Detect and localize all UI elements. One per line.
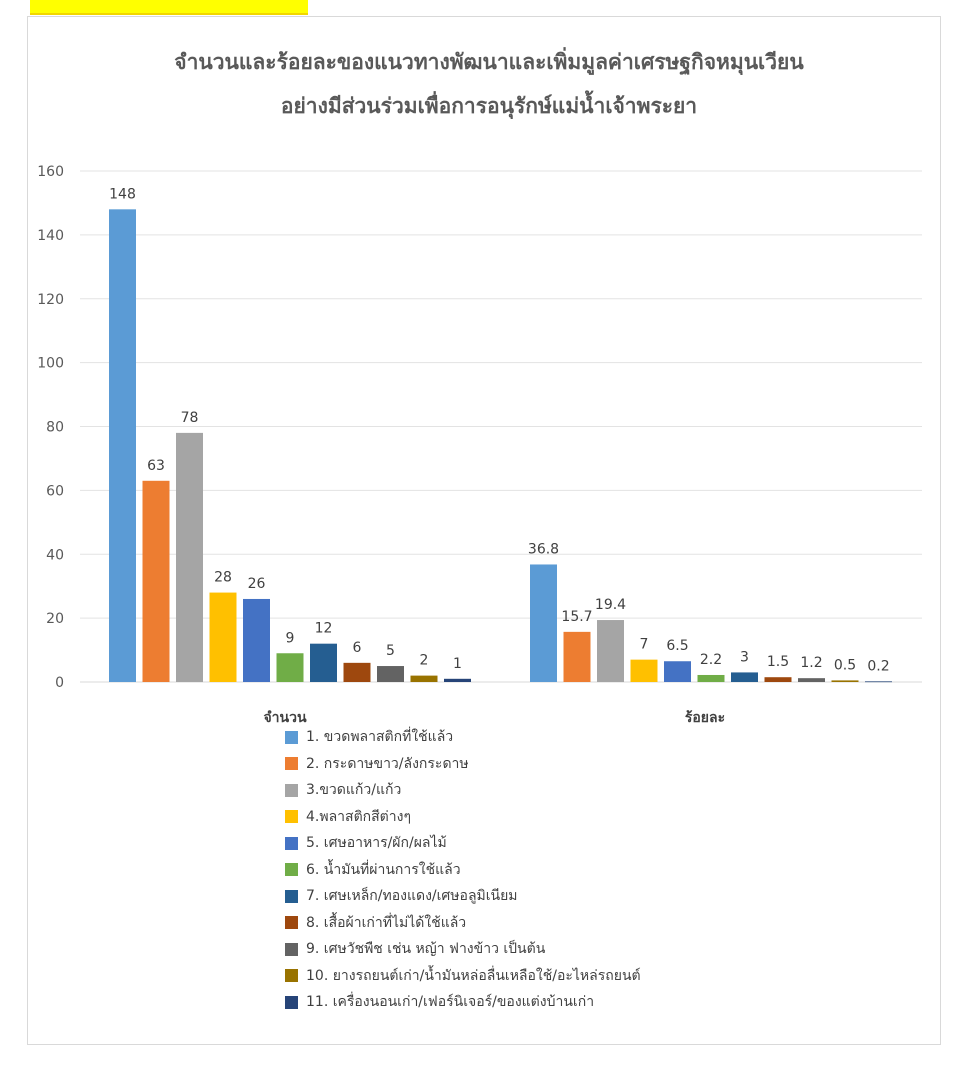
data-label: 2.2: [700, 652, 722, 668]
chart-title-line-1: จำนวนและร้อยละของแนวทางพัฒนาและเพิ่มมูลค…: [174, 50, 804, 74]
data-label: 28: [214, 570, 232, 586]
chart-title: จำนวนและร้อยละของแนวทางพัฒนาและเพิ่มมูลค…: [0, 40, 978, 128]
y-tick-label: 160: [37, 164, 64, 180]
legend-item: 3.ขวดแก้ว/แก้ว: [285, 777, 641, 804]
data-label: 7: [640, 637, 649, 653]
y-tick-label: 140: [37, 228, 64, 244]
data-label: 148: [109, 186, 136, 202]
legend-item: 5. เศษอาหาร/ผัก/ผลไม้: [285, 830, 641, 857]
bar: [310, 643, 337, 682]
legend-item: 6. น้ำมันที่ผ่านการใช้แล้ว: [285, 857, 641, 884]
data-label: 5: [386, 643, 395, 659]
data-label: 63: [147, 458, 165, 474]
y-tick-label: 0: [55, 675, 64, 691]
data-label: 2: [420, 653, 429, 669]
data-label: 15.7: [561, 609, 592, 625]
data-label: 78: [181, 410, 199, 426]
bar: [176, 432, 203, 682]
bar: [276, 653, 304, 682]
bar: [865, 681, 892, 683]
category-label: จำนวน: [263, 710, 306, 726]
legend-swatch: [285, 730, 298, 744]
legend-label: 6. น้ำมันที่ผ่านการใช้แล้ว: [306, 861, 461, 878]
legend-item: 2. กระดาษขาว/ลังกระดาษ: [285, 751, 641, 778]
data-label: 6: [353, 640, 362, 656]
legend-item: 7. เศษเหล็ก/ทองแดง/เศษอลูมิเนียม: [285, 883, 641, 910]
legend-item: 9. เศษวัชพืช เช่น หญ้า ฟางข้าว เป็นต้น: [285, 936, 641, 963]
data-label: 1: [453, 656, 462, 672]
legend-swatch: [285, 757, 298, 771]
chart-legend: 1. ขวดพลาสติกที่ใช้แล้ว 2. กระดาษขาว/ลังก…: [285, 724, 641, 1016]
y-tick-label: 60: [46, 483, 64, 499]
legend-swatch: [285, 942, 298, 956]
legend-label: 10. ยางรถยนต์เก่า/น้ำมันหล่อลื่นเหลือใช้…: [306, 967, 641, 984]
legend-label: 5. เศษอาหาร/ผัก/ผลไม้: [306, 835, 447, 852]
bar: [731, 672, 758, 682]
bar: [343, 662, 371, 682]
legend-swatch: [285, 916, 298, 930]
data-label: 12: [315, 621, 333, 637]
bar: [530, 564, 557, 682]
legend-swatch: [285, 995, 298, 1009]
legend-label: 9. เศษวัชพืช เช่น หญ้า ฟางข้าว เป็นต้น: [306, 941, 546, 958]
legend-swatch: [285, 810, 298, 824]
y-tick-label: 80: [46, 420, 64, 436]
legend-swatch: [285, 969, 298, 983]
legend-label: 11. เครื่องนอนเก่า/เฟอร์นิเจอร์/ของแต่งบ…: [306, 994, 595, 1011]
legend-swatch: [285, 863, 298, 877]
bar: [142, 480, 170, 682]
legend-item: 11. เครื่องนอนเก่า/เฟอร์นิเจอร์/ของแต่งบ…: [285, 989, 641, 1016]
bar: [630, 659, 658, 682]
y-tick-label: 40: [46, 547, 64, 563]
bar: [764, 677, 792, 682]
bar: [243, 598, 270, 682]
bar: [597, 620, 624, 682]
data-label: 26: [248, 576, 266, 592]
legend-swatch: [285, 889, 298, 903]
data-label: 3: [740, 649, 749, 665]
bar: [410, 675, 438, 682]
bar: [664, 661, 691, 682]
legend-label: 2. กระดาษขาว/ลังกระดาษ: [306, 755, 469, 772]
data-label: 6.5: [666, 638, 688, 654]
y-tick-label: 100: [37, 356, 64, 372]
bar: [831, 680, 859, 682]
y-tick-label: 120: [37, 292, 64, 308]
data-label: 9: [286, 630, 295, 646]
legend-label: 7. เศษเหล็ก/ทองแดง/เศษอลูมิเนียม: [306, 888, 518, 905]
legend-label: 1. ขวดพลาสติกที่ใช้แล้ว: [306, 729, 454, 746]
bar: [109, 209, 136, 682]
legend-swatch: [285, 783, 298, 797]
data-label: 1.5: [767, 654, 789, 670]
legend-item: 10. ยางรถยนต์เก่า/น้ำมันหล่อลื่นเหลือใช้…: [285, 963, 641, 990]
bar: [798, 678, 825, 682]
chart-title-line-2: อย่างมีส่วนร่วมเพื่อการอนุรักษ์แม่น้ำเจ้…: [280, 94, 698, 118]
bar: [697, 674, 725, 682]
legend-label: 3.ขวดแก้ว/แก้ว: [306, 782, 402, 799]
legend-item: 1. ขวดพลาสติกที่ใช้แล้ว: [285, 724, 641, 751]
legend-item: 8. เสื้อผ้าเก่าที่ไม่ได้ใช้แล้ว: [285, 910, 641, 937]
data-label: 1.2: [800, 655, 822, 671]
legend-label: 4.พลาสติกสีต่างๆ: [306, 808, 411, 825]
data-label: 19.4: [595, 597, 626, 613]
bar: [444, 678, 471, 682]
data-label: 0.2: [867, 658, 889, 674]
bar: [209, 592, 237, 682]
bar: [377, 666, 404, 682]
category-label: ร้อยละ: [685, 710, 725, 726]
legend-swatch: [285, 836, 298, 850]
legend-label: 8. เสื้อผ้าเก่าที่ไม่ได้ใช้แล้ว: [306, 914, 467, 931]
bar: [563, 631, 591, 682]
data-label: 0.5: [834, 657, 856, 673]
legend-item: 4.พลาสติกสีต่างๆ: [285, 804, 641, 831]
data-label: 36.8: [528, 541, 559, 557]
highlight-bar: [30, 0, 308, 15]
y-tick-label: 20: [46, 611, 64, 627]
